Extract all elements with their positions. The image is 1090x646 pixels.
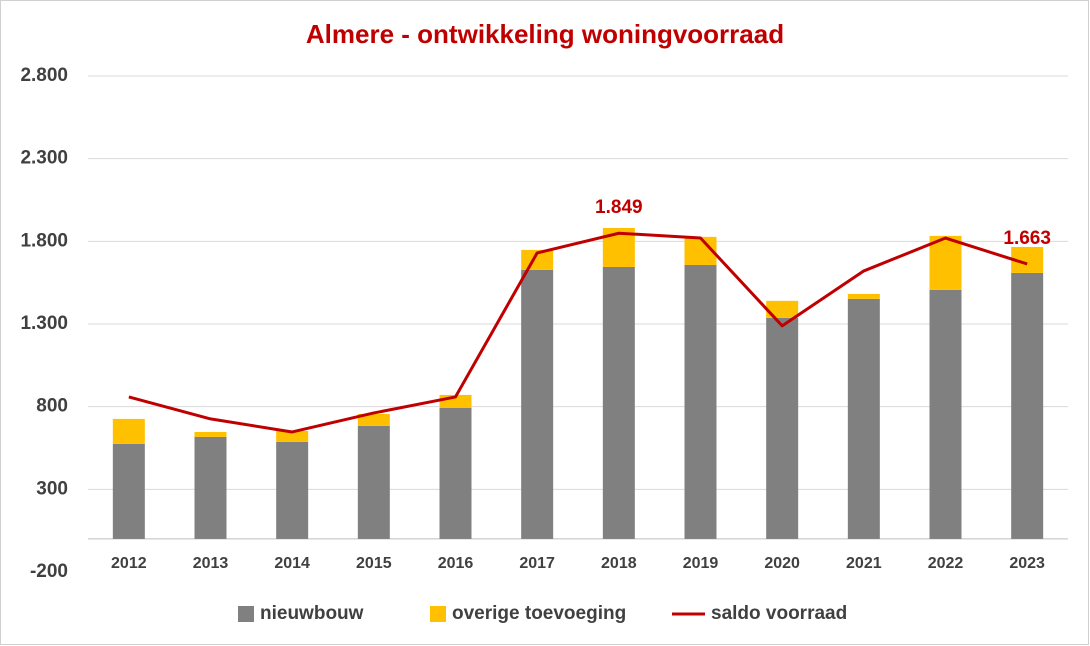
legend-swatch	[238, 606, 254, 622]
bar-segment	[357, 413, 390, 426]
legend-label: overige toevoeging	[452, 603, 626, 624]
y-tick-label: 2.300	[20, 148, 68, 169]
x-tick-label: 2023	[1009, 555, 1045, 572]
x-tick-label: 2014	[274, 555, 310, 572]
x-tick-label: 2018	[601, 555, 637, 572]
y-tick-label: 300	[36, 478, 68, 499]
legend-label: saldo voorraad	[711, 603, 847, 624]
bar-segment	[766, 317, 799, 539]
data-label: 1.849	[595, 197, 643, 218]
x-tick-label: 2022	[928, 555, 964, 572]
x-tick-label: 2012	[111, 555, 147, 572]
bar-segment	[276, 441, 309, 539]
bar-segment	[847, 293, 880, 299]
bar-segment	[1011, 272, 1044, 539]
bar-segment	[194, 436, 227, 539]
x-tick-label: 2017	[519, 555, 555, 572]
bar-segment	[112, 418, 145, 444]
chart-title: Almere - ontwikkeling woningvoorraad	[306, 19, 784, 49]
y-tick-label: 1.300	[20, 313, 68, 334]
y-tick-label: 1.800	[20, 230, 68, 251]
y-tick-label: 800	[36, 396, 68, 417]
x-tick-label: 2016	[438, 555, 474, 572]
bar-segment	[602, 266, 635, 539]
x-tick-label: 2015	[356, 555, 392, 572]
line-series	[128, 231, 1028, 434]
data-label: 1.663	[1003, 228, 1051, 249]
bar-segment	[766, 300, 799, 318]
bar-segment	[112, 443, 145, 539]
bar-segment	[847, 298, 880, 539]
legend-label: nieuwbouw	[260, 603, 364, 624]
bar-segment	[521, 269, 554, 539]
bar-segment	[357, 425, 390, 539]
legend-swatch	[430, 606, 446, 622]
bar-segment	[684, 264, 717, 539]
bar-segment	[439, 407, 472, 539]
x-tick-label: 2020	[764, 555, 800, 572]
x-tick-label: 2013	[193, 555, 229, 572]
bar-segment	[929, 289, 962, 539]
bar-segment	[929, 235, 962, 290]
bar-segment	[276, 430, 309, 442]
bar-segment	[194, 431, 227, 437]
x-tick-label: 2021	[846, 555, 882, 572]
y-tick-label: -200	[30, 561, 68, 582]
x-tick-label: 2019	[683, 555, 719, 572]
y-tick-label: 2.800	[20, 65, 68, 86]
